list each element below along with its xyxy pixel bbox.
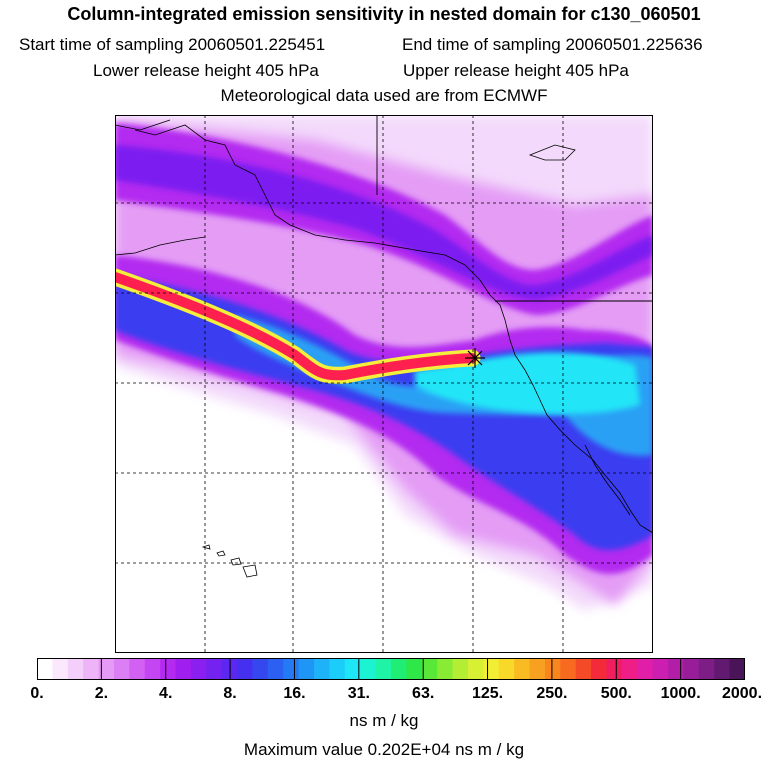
hawaii-island-4: [242, 564, 258, 578]
colorbar-cell: [714, 658, 731, 680]
political-boundaries: [376, 115, 653, 302]
lower-release-label: Lower release height 405 hPa: [93, 61, 319, 80]
colorbar-cell: [483, 658, 500, 680]
colorbar-cell: [98, 658, 115, 680]
colorbar-cell: [237, 658, 254, 680]
colorbar-cell: [314, 658, 331, 680]
colorbar-tick-label: 4.: [159, 685, 173, 702]
colorbar-cell: [175, 658, 192, 680]
sensitivity-map: [115, 115, 653, 653]
colorbar-tick-label: 31.: [347, 685, 370, 702]
colorbar-cell: [206, 658, 223, 680]
maximum-value-label: Maximum value 0.202E+04 ns m / kg: [243, 740, 525, 759]
colorbar-cell: [190, 658, 207, 680]
coastlines: [115, 119, 653, 578]
colorbar-cell: [267, 658, 284, 680]
colorbar-cell: [391, 658, 407, 680]
colorbar-tick-label: 63.: [412, 685, 435, 702]
plot-title: Column-integrated emission sensitivity i…: [67, 4, 701, 24]
colorbar-tick-label: 250.: [536, 685, 568, 702]
hawaii-island-2: [216, 550, 226, 557]
colorbar-cell: [144, 658, 161, 680]
colorbar-tick-label: 500.: [600, 685, 632, 702]
colorbar-cell: [683, 658, 700, 680]
map-frame: [115, 115, 653, 653]
colorbar-cell: [591, 658, 608, 680]
colorbar-cell: [421, 658, 438, 680]
colorbar-tick-label: 125.: [471, 685, 504, 702]
colorbar-tick-label: 0.: [30, 685, 44, 702]
colorbar-cell: [529, 658, 546, 680]
hawaii-island-1: [201, 544, 211, 550]
colorbar-cell: [698, 658, 715, 680]
colorbar-cell: [37, 658, 53, 680]
colorbar: [37, 658, 745, 680]
colorbar-cell: [344, 658, 361, 680]
colorbar-tick-label: 2000.: [721, 685, 763, 702]
colorbar-cell: [498, 658, 515, 680]
colorbar-cell: [406, 658, 423, 680]
colorbar-cell: [113, 658, 130, 680]
colorbar-cell: [452, 658, 469, 680]
coastline-gulf-california: [584, 444, 631, 516]
start-time-label: Start time of sampling 20060501.225451: [19, 35, 326, 54]
colorbar-cell: [606, 658, 623, 680]
upper-release-label: Upper release height 405 hPa: [403, 61, 629, 80]
colorbar-cell: [437, 658, 454, 680]
field-upper-arc-core: [115, 145, 653, 300]
colorbar-cell: [83, 658, 100, 680]
colorbar-cell: [283, 658, 300, 680]
colorbar-cell: [375, 658, 392, 680]
colorbar-tick-label: 16.: [283, 685, 306, 702]
colorbar-cell: [160, 658, 177, 680]
colorbar-cell: [637, 658, 654, 680]
colorbar-cell: [668, 658, 685, 680]
colorbar-cell: [621, 658, 638, 680]
colorbar-frame: [37, 658, 745, 680]
field-cyan-core: [415, 352, 640, 415]
coastline-arctic-island: [528, 144, 576, 161]
colorbar-cell: [467, 658, 484, 680]
colorbar-cell: [729, 658, 745, 680]
colorbar-cell: [252, 658, 269, 680]
release-point-marker: [465, 348, 485, 368]
coastline-north-america: [134, 124, 653, 534]
colorbar-cell: [544, 658, 561, 680]
end-time-label: End time of sampling 20060501.225636: [402, 35, 703, 54]
hawaii-island-3: [230, 557, 242, 566]
coastline-aleutians: [115, 236, 206, 256]
colorbar-cell: [129, 658, 146, 680]
colorbar-cell: [298, 658, 315, 680]
colorbar-cell: [329, 658, 346, 680]
colorbar-tick-label: 2.: [94, 685, 109, 702]
field-trajectory-core: [115, 272, 477, 381]
colorbar-tick-label: 8.: [223, 685, 237, 702]
colorbar-unit-label: ns m / kg: [349, 711, 419, 730]
colorbar-cell: [575, 658, 592, 680]
colorbar-cell: [514, 658, 531, 680]
colorbar-tick-label: 1000.: [660, 685, 701, 702]
colorbar-cell: [52, 658, 69, 680]
colorbar-cell: [360, 658, 377, 680]
met-data-label: Meteorological data used are from ECMWF: [220, 86, 548, 105]
colorbar-cell: [560, 658, 577, 680]
colorbar-cell: [67, 658, 84, 680]
colorbar-cell: [652, 658, 669, 680]
coastline-alaska-west: [115, 119, 171, 131]
